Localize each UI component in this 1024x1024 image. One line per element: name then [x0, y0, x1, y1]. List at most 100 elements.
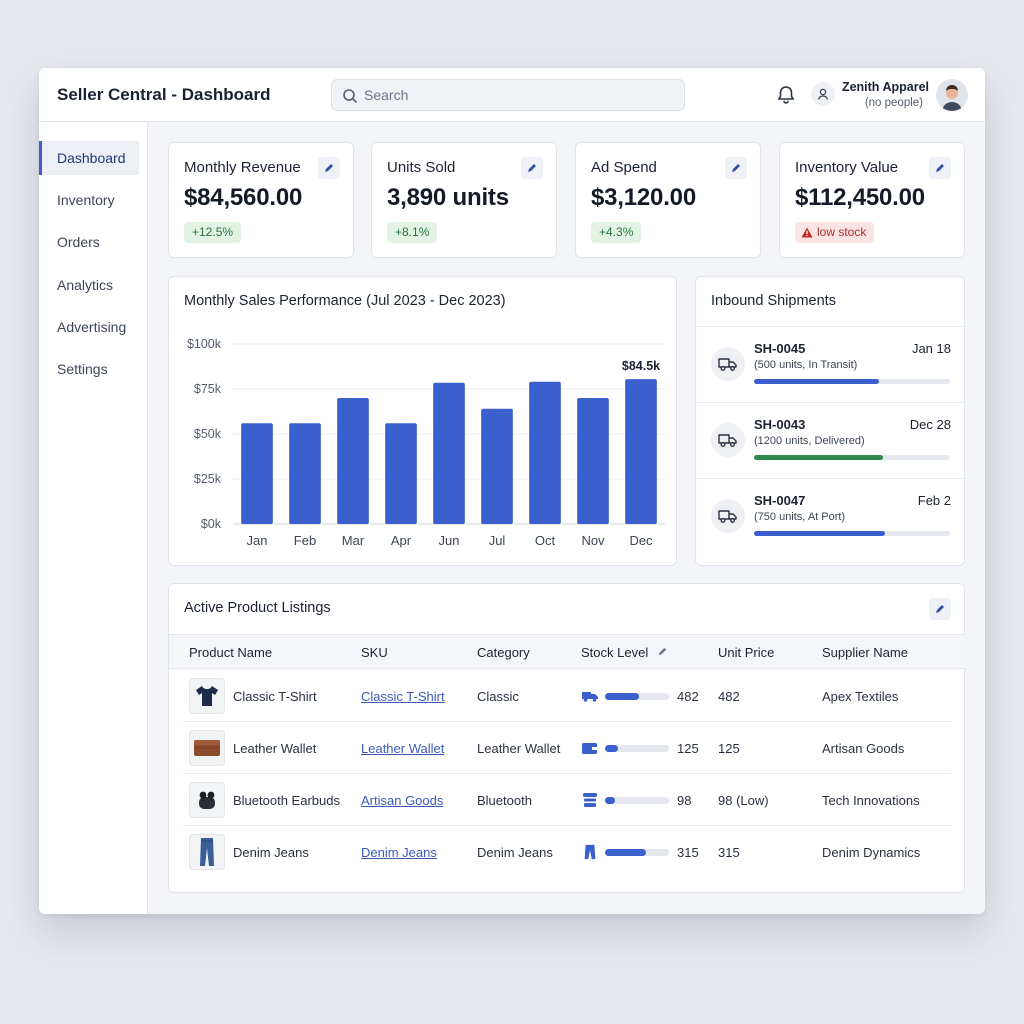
category: Leather Wallet: [477, 741, 561, 756]
unit-price: 315: [718, 845, 740, 860]
stock-bar: [605, 745, 669, 752]
kpi-value: 3,890 units: [387, 184, 509, 211]
shipment-id: SH-0047: [754, 493, 806, 508]
truck-icon: [582, 692, 598, 702]
avatar[interactable]: [936, 79, 968, 111]
shipment-date: Jan 18: [911, 341, 951, 356]
column-header[interactable]: Supplier Name: [822, 645, 908, 660]
shipment-progress-fill: [754, 455, 884, 460]
shipment-detail: (500 units, In Transit): [754, 359, 858, 371]
supplier-name: Artisan Goods: [822, 741, 905, 756]
x-tick-label: Jan: [247, 533, 268, 548]
supplier-name: Denim Dynamics: [822, 845, 921, 860]
product-name: Bluetooth Earbuds: [233, 793, 340, 808]
shipment-progress: [754, 379, 950, 384]
page-title: Seller Central - Dashboard: [57, 85, 271, 104]
user-icon[interactable]: [811, 82, 835, 106]
search-input[interactable]: [364, 84, 674, 106]
stock-count: 125: [677, 741, 699, 756]
bar-dec: [625, 379, 657, 524]
sidebar-item-orders[interactable]: Orders: [57, 234, 100, 250]
bell-icon[interactable]: [775, 84, 797, 106]
kpi-card-revenue: Monthly Revenue $84,560.00 +12.5%: [168, 142, 354, 258]
sku-link[interactable]: Denim Jeans: [361, 845, 437, 860]
row-divider: [183, 721, 951, 722]
chart-title: Monthly Sales Performance (Jul 2023 - De…: [184, 293, 506, 309]
x-tick-label: Mar: [342, 533, 365, 548]
person-icon: [817, 88, 829, 100]
stock-bar-fill: [605, 797, 615, 804]
shipment-id: SH-0045: [754, 341, 806, 356]
app-window: Seller Central - Dashboard Zenith Appare…: [39, 68, 985, 914]
kpi-label: Monthly Revenue: [184, 159, 301, 176]
edit-pen-icon[interactable]: [929, 598, 951, 620]
supplier-name: Apex Textiles: [822, 689, 899, 704]
x-tick-label: Jul: [489, 533, 506, 548]
earbuds-icon: [583, 793, 597, 807]
shipment-date: Dec 28: [909, 417, 951, 432]
edit-pen-icon[interactable]: [929, 157, 951, 179]
top-bar: Seller Central - Dashboard Zenith Appare…: [39, 68, 985, 122]
search-box[interactable]: [331, 79, 685, 111]
sku-link[interactable]: Artisan Goods: [361, 793, 444, 808]
x-tick-label: Nov: [581, 533, 605, 548]
sidebar-item-dashboard[interactable]: Dashboard: [39, 141, 139, 175]
column-header[interactable]: Unit Price: [718, 645, 775, 660]
sidebar-item-settings[interactable]: Settings: [57, 361, 108, 377]
sidebar-item-analytics[interactable]: Analytics: [57, 277, 114, 293]
shipment-progress-fill: [754, 379, 880, 384]
column-header[interactable]: Category: [477, 645, 530, 660]
unit-price: 125: [718, 741, 740, 756]
table-row[interactable]: Bluetooth Earbuds Artisan Goods Bluetoot…: [169, 774, 965, 826]
edit-pen-icon[interactable]: [318, 157, 340, 179]
product-name: Leather Wallet: [233, 741, 317, 756]
column-header[interactable]: Stock Level: [581, 645, 649, 660]
badge-text: low stock: [817, 225, 867, 239]
stock-count: 315: [677, 845, 699, 860]
sku-link[interactable]: Classic T-Shirt: [361, 689, 445, 704]
sales-bar-chart: $0k $25k $50k $75k $100k Jan Feb Mar Apr Jun Jul Oc…: [187, 337, 665, 548]
kpi-value: $84,560.00: [184, 184, 303, 211]
warning-icon: [801, 227, 813, 238]
shipment-row[interactable]: SH-0043 Dec 28 (1200 units, Delivered): [696, 402, 966, 478]
sidebar-item-advertising[interactable]: Advertising: [57, 319, 127, 335]
product-name: Classic T-Shirt: [233, 689, 317, 704]
account-subtitle: (no people): [864, 97, 923, 109]
truck-icon: [711, 347, 745, 381]
x-tick-label: Feb: [294, 533, 316, 548]
kpi-card-inventory-value: Inventory Value $112,450.00 low stock: [779, 142, 965, 258]
category: Denim Jeans: [477, 845, 553, 860]
trend-badge: +8.1%: [387, 222, 438, 243]
jeans-thumb-icon: [189, 834, 225, 870]
column-header[interactable]: SKU: [361, 645, 388, 660]
unit-price: 482: [718, 689, 740, 704]
sku-link[interactable]: Leather Wallet: [361, 741, 445, 756]
edit-pen-icon[interactable]: [521, 157, 543, 179]
trend-badge: +12.5%: [184, 222, 242, 243]
kpi-value: $3,120.00: [591, 184, 696, 211]
sales-chart-card: Monthly Sales Performance (Jul 2023 - De…: [168, 276, 677, 566]
sidebar-item-inventory[interactable]: Inventory: [57, 192, 115, 208]
table-row[interactable]: Classic T-Shirt Classic T-Shirt Classic …: [169, 670, 965, 722]
kpi-card-ad-spend: Ad Spend $3,120.00 +4.3%: [575, 142, 761, 258]
kpi-value: $112,450.00: [795, 184, 925, 211]
kpi-card-units: Units Sold 3,890 units +8.1%: [371, 142, 557, 258]
y-tick-label: $75k: [194, 382, 222, 396]
table-row[interactable]: Denim Jeans Denim Jeans Denim Jeans 315 …: [169, 826, 965, 878]
shipment-row[interactable]: SH-0047 Feb 2 (750 units, At Port): [696, 478, 966, 554]
trend-badge: +4.3%: [591, 222, 642, 243]
shipment-row[interactable]: SH-0045 Jan 18 (500 units, In Transit): [696, 326, 966, 402]
kpi-label: Inventory Value: [795, 159, 899, 176]
sidebar: Dashboard Inventory Orders Analytics Adv…: [39, 122, 148, 914]
stock-bar-fill: [605, 745, 618, 752]
column-header[interactable]: Product Name: [189, 645, 273, 660]
table-row[interactable]: Leather Wallet Leather Wallet Leather Wa…: [169, 722, 965, 774]
stock-count: 482: [677, 689, 699, 704]
y-tick-label: $100k: [187, 337, 222, 351]
shipment-id: SH-0043: [754, 417, 806, 432]
edit-pen-icon[interactable]: [657, 646, 668, 657]
unit-price: 98 (Low): [718, 793, 769, 808]
category: Classic: [477, 689, 519, 704]
account-name[interactable]: Zenith Apparel: [841, 80, 929, 94]
edit-pen-icon[interactable]: [725, 157, 747, 179]
